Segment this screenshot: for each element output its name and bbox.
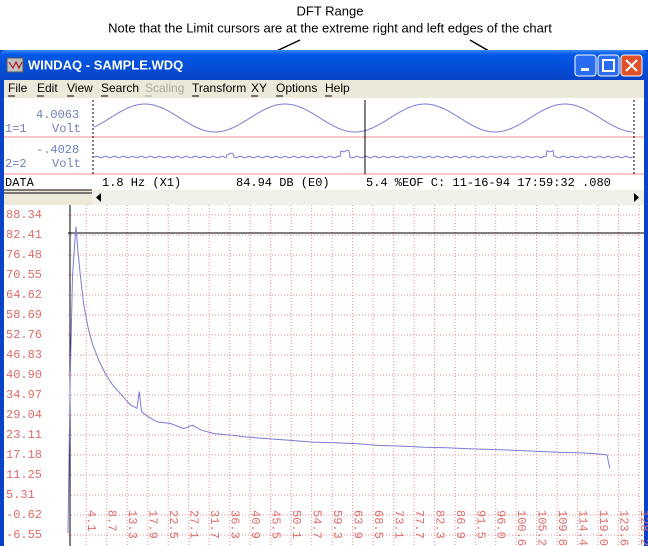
x-tick-label: 59.3 (330, 510, 344, 539)
y-tick-label: 23.11 (6, 428, 42, 442)
window-title: WINDAQ - SAMPLE.WDQ (28, 57, 183, 72)
x-tick-label: 73.1 (391, 510, 405, 539)
y-tick-label: 34.97 (6, 388, 42, 402)
y-tick-label: 46.83 (6, 348, 42, 362)
status-frequency: 1.8 Hz (X1) (102, 176, 181, 190)
x-tick-label: 8.7 (105, 510, 119, 532)
channel-id: 1=1 (5, 122, 27, 136)
scroll-right[interactable] (634, 193, 639, 202)
x-tick-label: 45.5 (269, 510, 283, 539)
x-tick-label: 31.7 (207, 510, 221, 539)
x-tick-label: 77.7 (412, 510, 426, 539)
x-tick-label: 114.4 (575, 510, 589, 546)
x-tick-label: 96.0 (493, 510, 507, 539)
status-magnitude: 84.94 DB (E0) (236, 176, 330, 190)
y-tick-label: 5.31 (6, 488, 35, 502)
x-tick-label: 40.9 (248, 510, 262, 539)
y-tick-label: 88.34 (6, 208, 42, 222)
scroll-left[interactable] (96, 193, 101, 202)
menu-bar: File Edit View Search Scaling Transform XY Opti… (8, 81, 350, 97)
y-tick-label: 29.04 (6, 408, 42, 422)
menu-item[interactable]: Edit (37, 81, 58, 95)
x-tick-label: 68.5 (371, 510, 385, 539)
x-tick-label: 128.2 (637, 510, 648, 546)
channel-1-trace (93, 103, 633, 133)
status-info: 5.4 %EOF C: 11-16-94 17:59:32 .080 (366, 176, 611, 190)
x-tick-label: 4.1 (84, 510, 98, 532)
close-glyph (625, 59, 638, 72)
menu-item[interactable]: File (8, 81, 28, 95)
y-tick-label: -6.55 (6, 528, 42, 542)
channel-value: -.4028 (36, 143, 79, 157)
y-tick-label: 17.18 (6, 448, 42, 462)
menu-item[interactable]: Scaling (145, 81, 184, 95)
x-tick-label: 100.6 (514, 510, 528, 546)
x-tick-label: 50.1 (289, 510, 303, 539)
channel-2-trace (93, 149, 634, 159)
dft-plot: 88.34 82.41 76.48 70.55 64.62 58.69 52.76 46.83… (6, 205, 648, 546)
y-tick-label: 58.69 (6, 308, 42, 322)
y-tick-label: 40.90 (6, 368, 42, 382)
menu-item[interactable]: Help (325, 81, 350, 95)
x-tick-label: 36.3 (228, 510, 242, 539)
y-tick-label: 64.62 (6, 288, 42, 302)
y-tick-label: 11.25 (6, 468, 42, 482)
channel-id: 2=2 (5, 157, 27, 171)
y-tick-label: -0.62 (6, 508, 42, 522)
x-tick-label: 109.8 (555, 510, 569, 546)
channel-unit: Volt (52, 122, 81, 136)
x-tick-label: 82.3 (432, 510, 446, 539)
x-tick-label: 105.2 (534, 510, 548, 546)
app-icon-glyph (8, 60, 23, 70)
status-label: DATA (5, 176, 35, 190)
annotation-title: DFT Range (297, 3, 364, 18)
maximize-glyph (602, 59, 615, 72)
scrollbar[interactable] (92, 190, 644, 205)
channel-value: 4.0063 (36, 108, 79, 122)
y-tick-label: 52.76 (6, 328, 42, 342)
x-tick-label: 123.6 (616, 510, 630, 546)
menu-item[interactable]: Transform (192, 81, 246, 95)
x-tick-label: 17.9 (146, 510, 160, 539)
menu-item[interactable]: Search (101, 81, 139, 95)
menu-item[interactable]: XY (251, 81, 267, 95)
annotation-note: Note that the Limit cursors are at the e… (108, 20, 552, 35)
status-underline (4, 189, 92, 194)
y-tick-label: 76.48 (6, 248, 42, 262)
menu-item[interactable]: View (67, 81, 93, 95)
dft-chart (4, 205, 644, 546)
channel-unit: Volt (52, 157, 81, 171)
dft-trace (67, 226, 611, 534)
maximize-button[interactable] (597, 54, 620, 77)
status-row (4, 175, 644, 190)
x-tick-label: 86.9 (453, 510, 467, 539)
y-tick-label: 82.41 (6, 228, 42, 242)
y-tick-label: 70.55 (6, 268, 42, 282)
x-tick-label: 119.0 (596, 510, 610, 546)
minimize-button[interactable] (574, 54, 597, 77)
x-tick-label: 91.5 (473, 510, 487, 539)
menu-item[interactable]: Options (276, 81, 317, 95)
title-bar (0, 50, 648, 80)
x-tick-label: 22.5 (166, 510, 180, 539)
x-tick-label: 27.1 (187, 510, 201, 539)
minimize-glyph (581, 68, 589, 71)
x-tick-label: 54.7 (310, 510, 324, 539)
x-tick-label: 63.9 (350, 510, 364, 539)
x-tick-label: 13.3 (125, 510, 139, 539)
